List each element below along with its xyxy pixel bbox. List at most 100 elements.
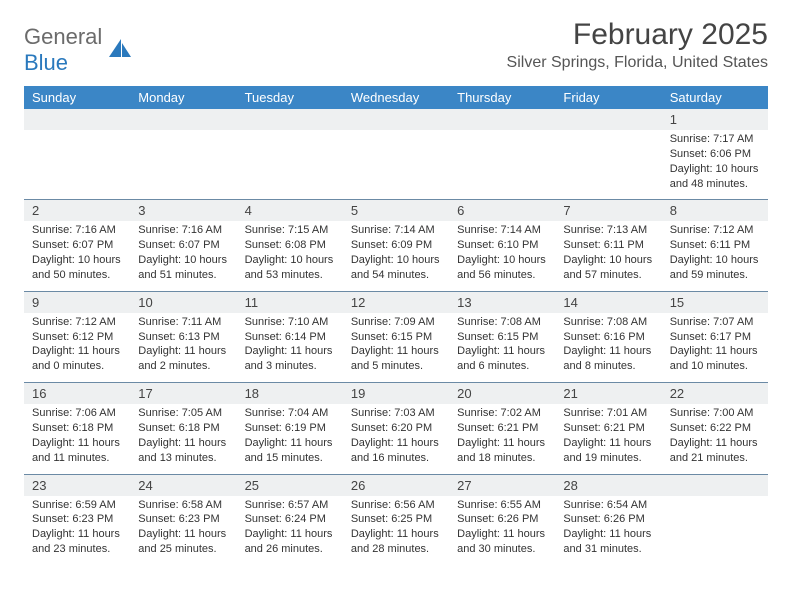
day-cell: Sunrise: 6:58 AMSunset: 6:23 PMDaylight:… — [130, 496, 236, 559]
calendar-page: General Blue February 2025 Silver Spring… — [0, 0, 792, 583]
day-number: 4 — [237, 200, 343, 221]
sunrise-text: Sunrise: 7:14 AM — [457, 223, 547, 238]
daylight-text-1: Daylight: 11 hours — [351, 436, 441, 451]
daylight-text-1: Daylight: 11 hours — [351, 527, 441, 542]
week-block: 232425262728Sunrise: 6:59 AMSunset: 6:23… — [24, 475, 768, 565]
sunset-text: Sunset: 6:19 PM — [245, 421, 335, 436]
day-cell: Sunrise: 7:13 AMSunset: 6:11 PMDaylight:… — [555, 221, 661, 284]
daylight-text-2: and 30 minutes. — [457, 542, 547, 557]
day-cell — [449, 130, 555, 193]
daylight-text-1: Daylight: 11 hours — [32, 527, 122, 542]
daylight-text-1: Daylight: 11 hours — [138, 527, 228, 542]
daylight-text-1: Daylight: 10 hours — [245, 253, 335, 268]
daylight-text-1: Daylight: 11 hours — [245, 344, 335, 359]
daylight-text-2: and 11 minutes. — [32, 451, 122, 466]
daylight-text-2: and 6 minutes. — [457, 359, 547, 374]
day-number: 9 — [24, 292, 130, 313]
daylight-text-2: and 16 minutes. — [351, 451, 441, 466]
daylight-text-2: and 25 minutes. — [138, 542, 228, 557]
day-cell — [662, 496, 768, 559]
sunrise-text: Sunrise: 7:13 AM — [563, 223, 653, 238]
sunrise-text: Sunrise: 7:16 AM — [32, 223, 122, 238]
sunrise-text: Sunrise: 6:59 AM — [32, 498, 122, 513]
sunset-text: Sunset: 6:21 PM — [457, 421, 547, 436]
day-cell: Sunrise: 7:08 AMSunset: 6:16 PMDaylight:… — [555, 313, 661, 376]
sunrise-text: Sunrise: 7:02 AM — [457, 406, 547, 421]
daylight-text-1: Daylight: 11 hours — [351, 344, 441, 359]
day-number: 26 — [343, 475, 449, 496]
day-cell: Sunrise: 7:17 AMSunset: 6:06 PMDaylight:… — [662, 130, 768, 193]
day-number-row: 16171819202122 — [24, 383, 768, 404]
sunset-text: Sunset: 6:07 PM — [32, 238, 122, 253]
sunrise-text: Sunrise: 6:56 AM — [351, 498, 441, 513]
daylight-text-2: and 50 minutes. — [32, 268, 122, 283]
daylight-text-1: Daylight: 10 hours — [351, 253, 441, 268]
day-number — [237, 109, 343, 130]
day-data-row: Sunrise: 7:16 AMSunset: 6:07 PM Daylight:… — [24, 221, 768, 290]
daylight-text-2: and 21 minutes. — [670, 451, 760, 466]
daylight-text-2: and 8 minutes. — [563, 359, 653, 374]
sunrise-text: Sunrise: 7:06 AM — [32, 406, 122, 421]
sail-icon — [107, 37, 133, 64]
day-number-row: 1 — [24, 109, 768, 130]
day-cell: Sunrise: 6:59 AMSunset: 6:23 PMDaylight:… — [24, 496, 130, 559]
day-cell — [24, 130, 130, 193]
sunrise-text: Sunrise: 7:07 AM — [670, 315, 760, 330]
day-cell: Sunrise: 6:54 AMSunset: 6:26 PMDaylight:… — [555, 496, 661, 559]
sunrise-text: Sunrise: 6:54 AM — [563, 498, 653, 513]
day-number: 12 — [343, 292, 449, 313]
dow-saturday: Saturday — [662, 86, 768, 109]
sunset-text: Sunset: 6:16 PM — [563, 330, 653, 345]
sunset-text: Sunset: 6:06 PM — [670, 147, 760, 162]
daylight-text-1: Daylight: 11 hours — [563, 344, 653, 359]
sunrise-text: Sunrise: 7:17 AM — [670, 132, 760, 147]
week-block: 2345678 Sunrise: 7:16 AMSunset: 6:07 PM Da… — [24, 200, 768, 291]
day-cell: Sunrise: 7:01 AMSunset: 6:21 PMDaylight:… — [555, 404, 661, 467]
day-data-row: Sunrise: 7:12 AMSunset: 6:12 PMDaylight:… — [24, 313, 768, 382]
daylight-text-1: Daylight: 11 hours — [245, 436, 335, 451]
day-of-week-header: Sunday Monday Tuesday Wednesday Thursday… — [24, 86, 768, 109]
day-number: 3 — [130, 200, 236, 221]
day-data-row: Sunrise: 7:17 AMSunset: 6:06 PMDaylight:… — [24, 130, 768, 199]
sunset-text: Sunset: 6:12 PM — [32, 330, 122, 345]
sunset-text: Sunset: 6:11 PM — [670, 238, 760, 253]
sunset-text: Sunset: 6:17 PM — [670, 330, 760, 345]
sunset-text: Sunset: 6:26 PM — [457, 512, 547, 527]
day-number — [24, 109, 130, 130]
sunrise-text: Sunrise: 7:10 AM — [245, 315, 335, 330]
day-number: 11 — [237, 292, 343, 313]
day-number — [449, 109, 555, 130]
daylight-text-2: and 59 minutes. — [670, 268, 760, 283]
day-number-row: 2345678 — [24, 200, 768, 221]
sunrise-text: Sunrise: 7:14 AM — [351, 223, 441, 238]
location-label: Silver Springs, Florida, United States — [507, 54, 768, 72]
day-number — [130, 109, 236, 130]
day-cell — [555, 130, 661, 193]
sunrise-text: Sunrise: 7:01 AM — [563, 406, 653, 421]
sunrise-text: Sunrise: 6:57 AM — [245, 498, 335, 513]
daylight-text-2: and 0 minutes. — [32, 359, 122, 374]
sunset-text: Sunset: 6:15 PM — [457, 330, 547, 345]
day-number: 7 — [555, 200, 661, 221]
daylight-text-1: Daylight: 11 hours — [32, 344, 122, 359]
daylight-text-1: Daylight: 10 hours — [563, 253, 653, 268]
day-cell: Sunrise: 7:08 AMSunset: 6:15 PMDaylight:… — [449, 313, 555, 376]
sunset-text: Sunset: 6:11 PM — [563, 238, 653, 253]
title-block: February 2025 Silver Springs, Florida, U… — [507, 18, 768, 72]
month-title: February 2025 — [507, 18, 768, 52]
daylight-text-2: and 19 minutes. — [563, 451, 653, 466]
day-cell: Sunrise: 7:02 AMSunset: 6:21 PMDaylight:… — [449, 404, 555, 467]
daylight-text-2: and 28 minutes. — [351, 542, 441, 557]
logo-text: General Blue — [24, 24, 102, 76]
day-cell: Sunrise: 7:16 AMSunset: 6:07 PMDaylight:… — [130, 221, 236, 284]
brand-logo: General Blue — [24, 18, 133, 76]
daylight-text-2: and 15 minutes. — [245, 451, 335, 466]
day-cell — [130, 130, 236, 193]
daylight-text-1: Daylight: 11 hours — [670, 344, 760, 359]
sunset-text: Sunset: 6:22 PM — [670, 421, 760, 436]
dow-wednesday: Wednesday — [343, 86, 449, 109]
sunrise-text: Sunrise: 7:08 AM — [457, 315, 547, 330]
day-cell: Sunrise: 6:57 AMSunset: 6:24 PMDaylight:… — [237, 496, 343, 559]
sunrise-text: Sunrise: 7:15 AM — [245, 223, 335, 238]
day-cell: Sunrise: 7:06 AMSunset: 6:18 PMDaylight:… — [24, 404, 130, 467]
